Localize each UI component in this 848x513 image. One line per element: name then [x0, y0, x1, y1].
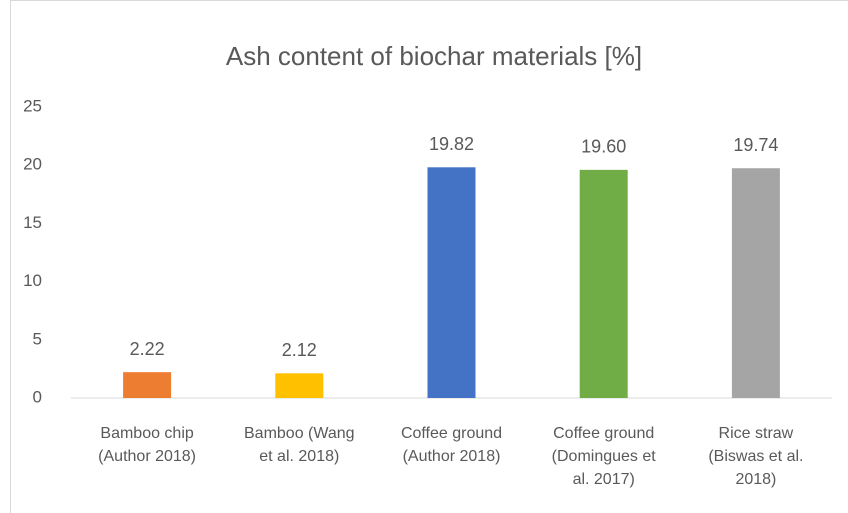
x-tick-label: Bamboo (Wang et al. 2018): [244, 425, 355, 465]
y-tick-label: 25: [23, 96, 42, 115]
x-tick-label: Bamboo chip (Author 2018): [98, 425, 196, 465]
x-tick-label-line: (Author 2018): [98, 448, 196, 465]
y-tick-label: 20: [23, 155, 42, 174]
y-tick-label: 0: [33, 387, 42, 406]
chart-title: Ash content of biochar materials [%]: [226, 41, 642, 71]
chart-frame: [10, 0, 848, 513]
bar: [579, 169, 628, 398]
x-tick-label-line: 2018): [735, 471, 776, 488]
value-label: 2.12: [282, 340, 317, 360]
x-tick-label-line: et al. 2018): [259, 448, 339, 465]
x-tick-label-line: al. 2017): [573, 471, 635, 488]
value-label: 19.74: [733, 135, 778, 155]
x-tick-label: Rice straw (Biswas et al. 2018): [708, 425, 803, 488]
bar: [123, 372, 172, 398]
value-label: 19.60: [581, 137, 626, 157]
x-tick-label: Coffee ground (Author 2018): [401, 425, 502, 465]
bar: [427, 167, 476, 398]
x-tick-label-line: (Author 2018): [403, 448, 501, 465]
y-tick-label: 5: [33, 329, 42, 348]
bar: [731, 168, 780, 398]
x-tick-label-line: Bamboo chip: [100, 425, 193, 442]
x-tick-label-line: Rice straw: [719, 425, 794, 442]
x-tick-label-line: Coffee ground: [401, 425, 502, 442]
y-tick-label: 10: [23, 271, 42, 290]
x-tick-label-line: Coffee ground: [553, 425, 654, 442]
bar: [275, 373, 324, 398]
x-tick-label-line: (Biswas et al.: [708, 448, 803, 465]
x-tick-label-line: (Domingues et: [552, 448, 657, 465]
value-label: 2.22: [130, 339, 165, 359]
y-tick-label: 15: [23, 213, 42, 232]
x-tick-label: Coffee ground (Domingues et al. 2017): [552, 425, 657, 488]
x-tick-label-line: Bamboo (Wang: [244, 425, 355, 442]
value-label: 19.82: [429, 134, 474, 154]
